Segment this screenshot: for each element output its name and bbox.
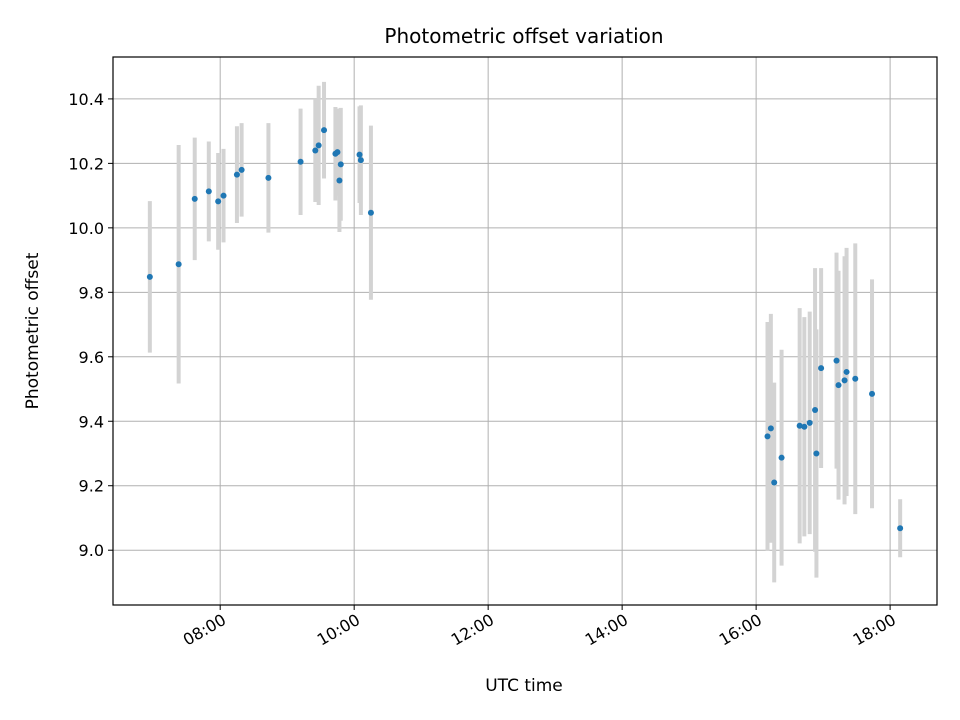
- data-point: [778, 454, 785, 461]
- x-tick-label: 18:00: [850, 610, 899, 650]
- data-point: [869, 390, 876, 397]
- data-point: [771, 479, 778, 486]
- data-point: [767, 425, 774, 432]
- data-point: [357, 157, 364, 164]
- data-point: [220, 192, 227, 199]
- x-axis-ticks: 08:00 10:00 12:00 14:00 16:00 18:00: [180, 605, 899, 650]
- x-tick-label: 08:00: [180, 610, 229, 650]
- y-tick-label: 9.2: [79, 477, 104, 496]
- data-point: [336, 177, 343, 184]
- data-point: [312, 147, 319, 154]
- data-point: [215, 198, 222, 205]
- x-tick-label: 14:00: [582, 610, 631, 650]
- data-point: [367, 209, 374, 216]
- data-point: [835, 382, 842, 389]
- y-tick-label: 9.0: [79, 541, 104, 560]
- x-tick-label: 10:00: [314, 610, 363, 650]
- chart-title: Photometric offset variation: [384, 24, 663, 48]
- data-point: [233, 171, 240, 178]
- x-tick-label: 12:00: [448, 610, 497, 650]
- data-point: [818, 365, 825, 372]
- data-point: [806, 419, 813, 426]
- data-point: [337, 161, 344, 168]
- x-axis-label: UTC time: [485, 676, 563, 696]
- data-point: [852, 375, 859, 382]
- data-point: [801, 423, 808, 430]
- data-points: [146, 127, 904, 532]
- plot-frame: [112, 56, 938, 606]
- data-point: [812, 406, 819, 413]
- x-tick-label: 16:00: [716, 610, 765, 650]
- y-axis-ticks: 9.0 9.2 9.4 9.6 9.8 10.0 10.2 10.4: [68, 90, 113, 560]
- data-point: [356, 151, 363, 158]
- y-tick-label: 9.8: [79, 283, 104, 302]
- data-point: [265, 174, 272, 181]
- data-point: [897, 525, 904, 532]
- data-point: [321, 127, 328, 134]
- data-point: [175, 261, 182, 268]
- error-bars: [147, 81, 903, 583]
- y-tick-label: 10.4: [68, 90, 104, 109]
- y-tick-label: 10.0: [68, 219, 104, 238]
- data-point: [205, 188, 212, 195]
- grid-lines: [113, 57, 937, 605]
- data-point: [833, 357, 840, 364]
- data-point: [813, 450, 820, 457]
- y-tick-label: 10.2: [68, 154, 104, 173]
- data-point: [297, 158, 304, 165]
- data-point: [191, 195, 198, 202]
- data-point: [334, 149, 341, 156]
- data-point: [841, 377, 848, 384]
- y-tick-label: 9.4: [79, 412, 104, 431]
- data-point: [764, 433, 771, 440]
- data-point: [315, 142, 322, 149]
- data-point: [796, 422, 803, 429]
- y-axis-label: Photometric offset: [23, 252, 43, 409]
- y-tick-label: 9.6: [79, 348, 104, 367]
- data-point: [238, 166, 245, 173]
- data-point: [843, 368, 850, 375]
- data-point: [146, 273, 153, 280]
